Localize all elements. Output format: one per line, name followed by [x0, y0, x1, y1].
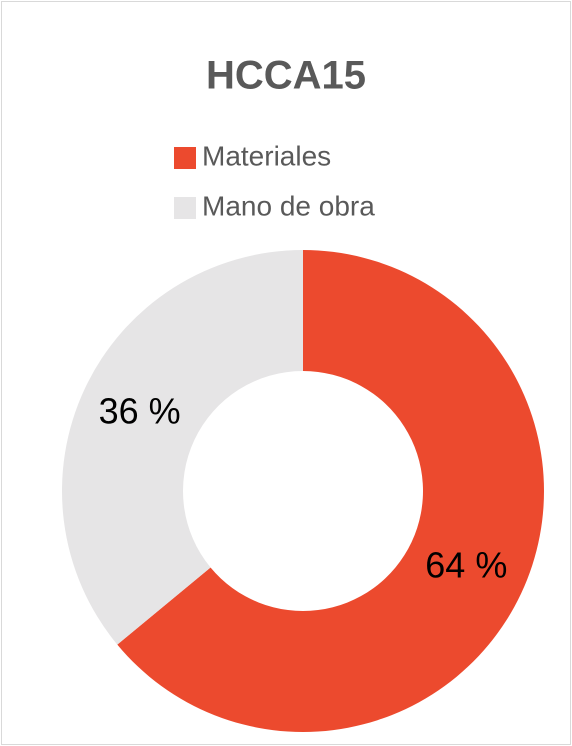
legend-swatch: [174, 147, 196, 169]
data-label: 64 %: [425, 544, 507, 585]
legend-label: Mano de obra: [202, 190, 375, 221]
donut-slice: [117, 250, 544, 733]
legend-swatch: [174, 197, 196, 219]
donut-slice: [61, 250, 303, 645]
data-label: 36 %: [99, 391, 181, 432]
legend-label: Materiales: [202, 140, 331, 171]
chart-title: HCCA15: [206, 54, 366, 98]
